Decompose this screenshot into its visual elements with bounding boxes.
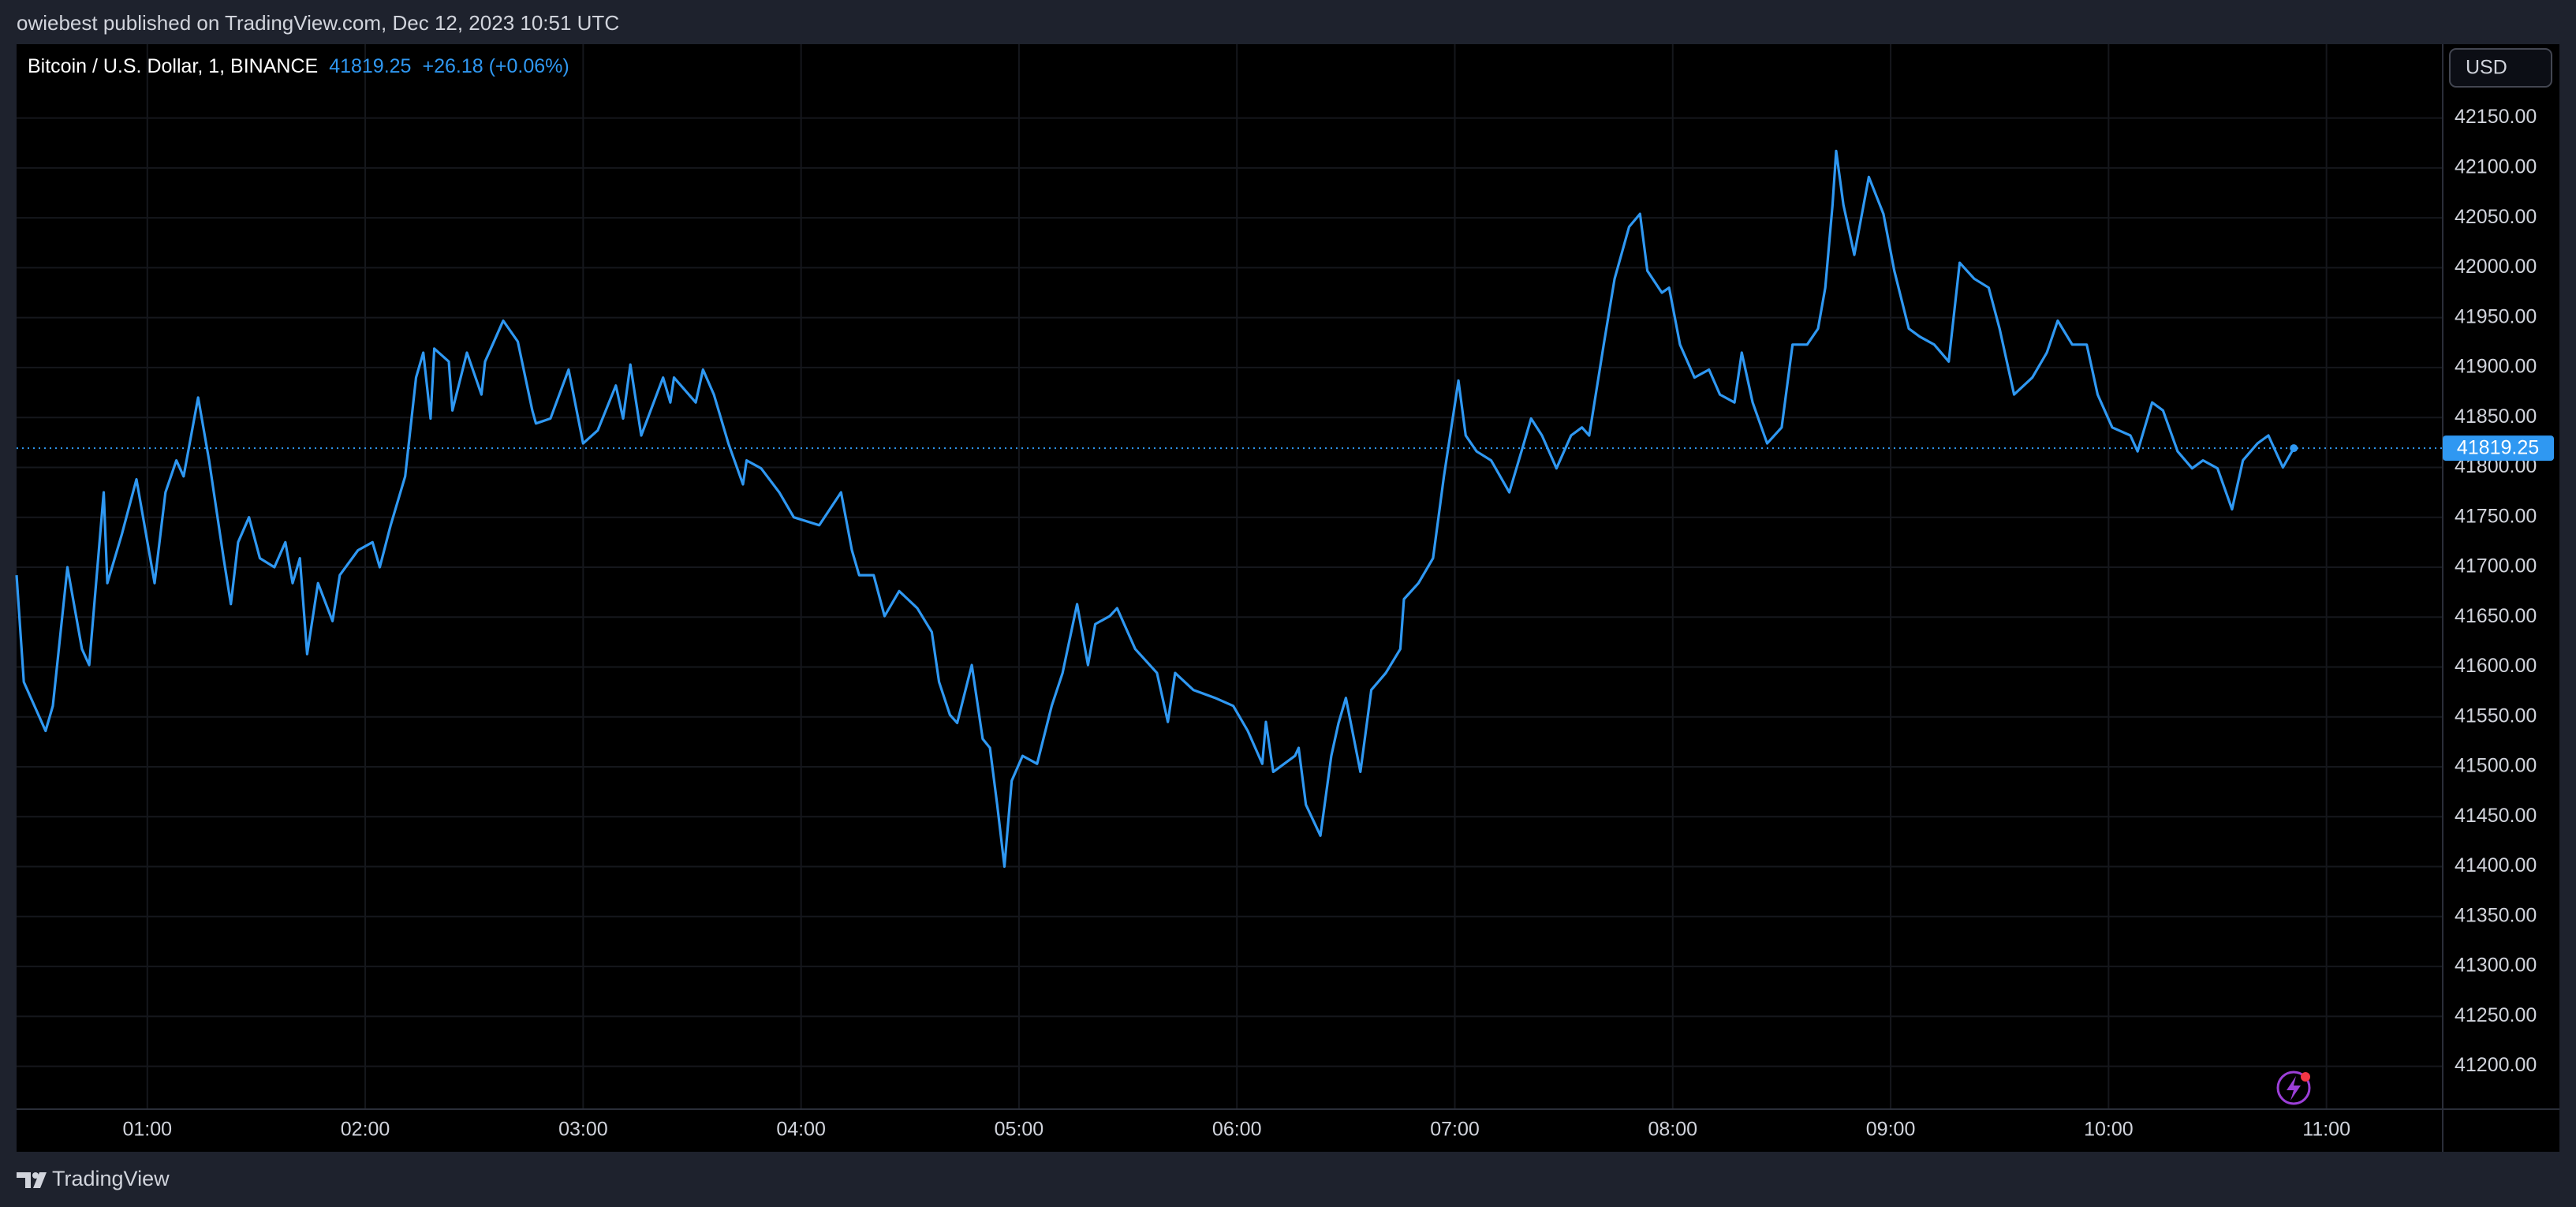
y-tick-label: 41750.00 [2455, 505, 2537, 527]
x-tick-label: 02:00 [341, 1119, 390, 1141]
y-tick-label: 41300.00 [2455, 955, 2537, 977]
y-tick-label: 42100.00 [2455, 155, 2537, 178]
y-tick-label: 41650.00 [2455, 605, 2537, 627]
x-tick-label: 11:00 [2302, 1119, 2350, 1141]
last-price-tag [2443, 435, 2554, 462]
x-tick-label: 01:00 [122, 1119, 172, 1141]
symbol-title: Bitcoin / U.S. Dollar, 1, BINANCE [28, 55, 318, 77]
icon-ring [2276, 1071, 2311, 1105]
logo-t [17, 1172, 31, 1188]
y-tick-label: 41200.00 [2455, 1054, 2537, 1076]
y-tick-label: 41500.00 [2455, 755, 2537, 777]
logo-dot [32, 1172, 39, 1179]
y-tick-label: 42050.00 [2455, 206, 2537, 228]
brand-name: TradingView [52, 1167, 170, 1190]
last-price-tag-label: 41819.25 [2457, 437, 2539, 459]
y-tick-label: 41900.00 [2455, 356, 2537, 378]
plot [15, 149, 2443, 869]
y-tick-label: 41250.00 [2455, 1004, 2537, 1026]
x-tick-label: 06:00 [1212, 1119, 1262, 1141]
x-tick-label: 05:00 [995, 1119, 1044, 1141]
grid [17, 44, 2443, 1109]
y-tick-label: 41850.00 [2455, 405, 2537, 428]
publisher-line: owiebest published on TradingView.com, D… [17, 11, 619, 35]
y-tick-label: 42150.00 [2455, 106, 2537, 128]
icon-badge [2301, 1072, 2310, 1082]
axes: 41200.00 41250.00 41300.00 41350.00 41400.00… [122, 106, 2554, 1141]
quick-action-icon[interactable] [2276, 1071, 2311, 1105]
icon-bolt [2287, 1076, 2301, 1100]
x-tick-label: 10:00 [2084, 1119, 2134, 1141]
x-tick-label: 03:00 [558, 1119, 608, 1141]
y-tick-label: 41700.00 [2455, 555, 2537, 577]
legend: Bitcoin / U.S. Dollar, 1, BINANCE 41819.2… [28, 55, 569, 77]
chart-background [17, 44, 2559, 1152]
y-tick-label: 41450.00 [2455, 805, 2537, 827]
y-tick-label: 42000.00 [2455, 256, 2537, 278]
last-price: 41819.25 [329, 55, 411, 77]
brand-logo [17, 1172, 47, 1188]
price-line-series [15, 149, 2295, 869]
y-tick-label: 41400.00 [2455, 854, 2537, 876]
y-tick-label: 41600.00 [2455, 655, 2537, 677]
y-tick-label: 41550.00 [2455, 704, 2537, 727]
logo-v [33, 1172, 47, 1188]
y-tick-label: 41950.00 [2455, 305, 2537, 327]
x-tick-label: 04:00 [776, 1119, 826, 1141]
last-point [2290, 444, 2298, 453]
currency-label[interactable]: USD [2466, 57, 2507, 79]
x-tick-label: 08:00 [1648, 1119, 1698, 1141]
x-tick-label: 09:00 [1866, 1119, 1916, 1141]
y-tick-label: 41350.00 [2455, 904, 2537, 926]
price-change: +26.18 (+0.06%) [422, 55, 569, 77]
currency-button[interactable] [2449, 48, 2552, 88]
x-tick-label: 07:00 [1430, 1119, 1480, 1141]
